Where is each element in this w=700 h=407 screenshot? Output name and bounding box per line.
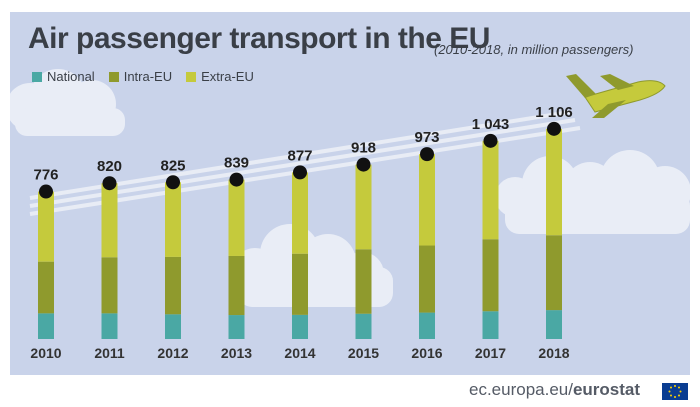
legend-swatch-national (32, 71, 42, 82)
bar-national-2013 (228, 315, 245, 339)
footer-site: ec.europa.eu/ (469, 380, 573, 399)
bar-national-2016 (419, 312, 435, 339)
legend-swatch-intra-eu (108, 71, 119, 82)
bar-intra-eu-2017 (482, 239, 499, 312)
bar-national-2012 (165, 314, 181, 339)
total-dot-2018 (547, 121, 561, 136)
x-tick-label-2011: 2011 (94, 345, 125, 361)
x-tick-label-2015: 2015 (348, 345, 379, 361)
total-dot-2016 (420, 147, 434, 162)
legend-label-national: National (47, 69, 95, 84)
x-tick-label-2010: 2010 (30, 345, 61, 361)
bar-extra-eu-2013 (228, 179, 245, 256)
legend-item-extra-eu: Extra-EU (186, 69, 254, 84)
total-label-2018: 1 106 (535, 104, 573, 121)
total-dot-2015 (356, 157, 371, 172)
bar-national-2010 (38, 313, 54, 339)
total-label-2016: 973 (414, 129, 439, 146)
total-dot-2011 (102, 176, 117, 191)
legend-label-extra-eu: Extra-EU (201, 69, 254, 84)
x-tick-label-2016: 2016 (411, 345, 442, 361)
bar-extra-eu-2015 (355, 164, 372, 250)
bar-intra-eu-2013 (228, 255, 245, 316)
bar-extra-eu-2010 (38, 191, 54, 262)
total-label-2014: 877 (287, 147, 312, 164)
total-label-2015: 918 (351, 140, 376, 157)
x-tick-label-2014: 2014 (284, 345, 315, 361)
bar-extra-eu-2011 (101, 183, 118, 258)
eu-flag-icon (662, 383, 688, 400)
bar-extra-eu-2012 (165, 182, 181, 257)
bar-intra-eu-2010 (38, 261, 54, 314)
total-label-2012: 825 (160, 157, 185, 174)
chart-title: Air passenger transport in the EU (28, 22, 490, 55)
bar-extra-eu-2014 (292, 172, 308, 254)
airplane-icon (566, 74, 666, 118)
total-dot-2012 (166, 175, 180, 190)
bar-intra-eu-2011 (101, 257, 118, 314)
source-footer: ec.europa.eu/eurostat (469, 380, 640, 400)
bar-national-2015 (355, 313, 372, 339)
total-label-2013: 839 (224, 155, 249, 172)
legend-label-intra-eu: Intra-EU (123, 69, 173, 84)
bar-national-2014 (292, 314, 308, 339)
bar-intra-eu-2015 (355, 249, 372, 314)
chart-canvas: 776 2010 820 2011 825 2012 839 2013 877 2014 918 20… (10, 69, 690, 361)
x-tick-label-2017: 2017 (475, 345, 506, 361)
bar-national-2017 (482, 311, 499, 339)
total-label-2017: 1 043 (472, 116, 510, 133)
x-tick-label-2013: 2013 (221, 345, 252, 361)
legend: National Intra-EU Extra-EU (32, 69, 254, 84)
total-dot-2014 (293, 165, 307, 180)
total-label-2011: 820 (97, 158, 122, 175)
legend-item-intra-eu: Intra-EU (108, 69, 173, 84)
bar-national-2011 (101, 313, 118, 339)
bar-intra-eu-2018 (546, 235, 562, 311)
legend-item-national: National (32, 69, 95, 84)
bar-extra-eu-2018 (546, 128, 562, 236)
bar-intra-eu-2014 (292, 253, 308, 315)
total-dot-2017 (483, 133, 498, 148)
total-label-2010: 776 (33, 167, 58, 184)
bar-extra-eu-2016 (419, 154, 435, 246)
bar-intra-eu-2012 (165, 256, 181, 315)
bar-national-2018 (546, 310, 562, 339)
chart-subtitle: (2010-2018, in million passengers) (434, 42, 634, 57)
chart-frame: 776 2010 820 2011 825 2012 839 2013 877 2014 918 20… (10, 12, 690, 375)
legend-swatch-extra-eu (186, 71, 197, 82)
total-dot-2013 (229, 172, 244, 187)
x-tick-label-2018: 2018 (538, 345, 569, 361)
total-dot-2010 (39, 184, 53, 199)
x-tick-label-2012: 2012 (157, 345, 188, 361)
footer-brand: eurostat (572, 380, 641, 399)
bar-extra-eu-2017 (482, 140, 499, 240)
bar-intra-eu-2016 (419, 245, 435, 313)
